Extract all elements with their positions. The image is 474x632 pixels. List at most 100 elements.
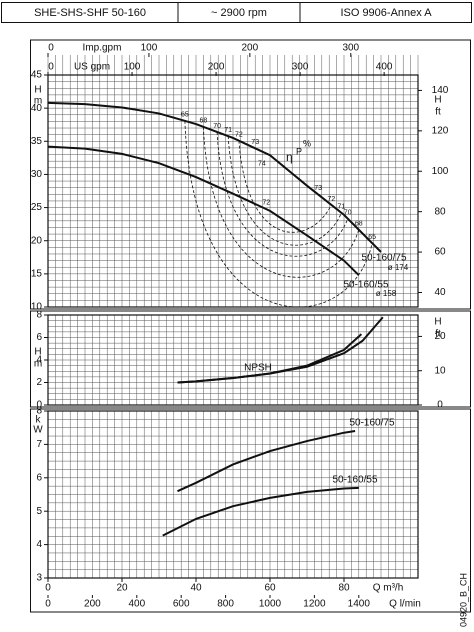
bottom-axis-label: Q l/min: [389, 599, 421, 610]
curve: [177, 333, 363, 384]
header-cell: ISO 9906-Annex A: [340, 7, 432, 19]
top-tick-label: 200: [208, 62, 225, 73]
efficiency-symbol: η: [286, 150, 293, 164]
bottom-tick-label: 200: [84, 599, 101, 610]
efficiency-label: 70: [213, 123, 221, 130]
diameter-label: ø 174: [388, 263, 409, 272]
y-tick-label: 20: [31, 235, 43, 246]
x-tick-label: 60: [264, 583, 276, 594]
y2-axis-unit: ft: [435, 107, 441, 118]
bottom-tick-label: 400: [128, 599, 145, 610]
header-box: [1, 2, 472, 23]
y-tick-label: 35: [31, 136, 43, 147]
y-tick-label: 6: [36, 472, 42, 483]
plot-frame: [47, 74, 419, 308]
top-tick-label: 200: [242, 43, 259, 54]
curve: [47, 101, 382, 253]
efficiency-label: 70: [344, 210, 352, 217]
efficiency-contour: [216, 131, 349, 257]
y-tick-label: 15: [31, 268, 43, 279]
y2-axis-label: H: [434, 95, 441, 106]
y-axis-unit: m: [34, 96, 42, 107]
y-tick-label: 4: [36, 539, 42, 550]
y-tick-label: 40: [31, 103, 43, 114]
top-tick-label: 300: [292, 62, 309, 73]
top-tick-label: 300: [342, 43, 359, 54]
bottom-tick-label: 800: [217, 599, 234, 610]
efficiency-contour: [184, 120, 373, 308]
bottom-tick-label: 1400: [348, 599, 371, 610]
y2-tick-label: 10: [434, 365, 446, 376]
top-tick-label: 0: [48, 43, 54, 54]
doc-code: 04920_B_CH: [458, 573, 468, 627]
y2-tick-label: 40: [434, 287, 446, 298]
y-tick-label: 3: [36, 573, 42, 584]
y-tick-label: 8: [36, 406, 42, 417]
efficiency-label: 74: [258, 161, 266, 168]
y2-axis-label: H: [434, 317, 441, 328]
header-cell: SHE-SHS-SHF 50-160: [34, 7, 146, 19]
x-tick-label: 40: [190, 583, 202, 594]
plot-frame: [47, 410, 419, 579]
y2-tick-label: 100: [432, 166, 449, 177]
y-tick-label: 4: [36, 355, 42, 366]
y-tick-label: 10: [31, 302, 43, 313]
y2-tick-label: 140: [432, 85, 449, 96]
bottom-tick-label: 600: [173, 599, 190, 610]
y2-tick-label: 120: [432, 125, 449, 136]
y-tick-label: 5: [36, 506, 42, 517]
x-axis-label: Q m³/h: [373, 583, 404, 594]
y-tick-label: 0: [36, 400, 42, 411]
efficiency-label: 71: [338, 204, 346, 211]
y-axis-unit: W: [33, 425, 43, 436]
efficiency-label: 65: [181, 112, 189, 119]
diameter-label: ø 158: [376, 289, 397, 298]
y2-tick-label: 0: [437, 400, 443, 411]
top-tick-label: 100: [141, 43, 158, 54]
panel-box: [30, 310, 471, 408]
efficiency-label: 73: [314, 185, 322, 192]
efficiency-unit: %: [303, 138, 311, 148]
efficiency-contour: [238, 140, 332, 233]
y-tick-label: 30: [31, 169, 43, 180]
header-cell: ~ 2900 rpm: [211, 7, 267, 19]
y-tick-label: 7: [36, 439, 42, 450]
y-tick-label: 45: [31, 70, 43, 81]
x-tick-label: 0: [45, 583, 51, 594]
y-axis-label: H: [34, 347, 41, 358]
top-tick-label: 100: [124, 62, 141, 73]
curve-label: 50-160/75: [361, 253, 406, 264]
curve: [47, 145, 360, 276]
curve-label: 50-160/75: [349, 418, 394, 429]
y-tick-label: 8: [36, 310, 42, 321]
y-axis-label: k: [36, 415, 42, 426]
top-tick-label: 0: [48, 62, 54, 73]
x-tick-label: 80: [338, 583, 350, 594]
bottom-tick-label: 1000: [259, 599, 282, 610]
efficiency-label: 65: [368, 234, 376, 241]
curve-label: 50-160/55: [332, 475, 377, 486]
curve-label: 50-160/55: [343, 280, 388, 291]
efficiency-sub: P: [296, 146, 302, 156]
y2-tick-label: 60: [434, 247, 446, 258]
panel-box: [30, 39, 471, 310]
top-tick-label: 400: [376, 62, 393, 73]
top-axis-label: Imp.gpm: [83, 43, 122, 54]
curve: [177, 316, 384, 384]
efficiency-label: 68: [200, 118, 208, 125]
efficiency-label: 72: [328, 196, 336, 203]
x-tick-label: 20: [116, 583, 128, 594]
bottom-tick-label: 1200: [303, 599, 326, 610]
y2-tick-label: 80: [434, 206, 446, 217]
panel-box: [30, 408, 471, 613]
y-axis-label: H: [34, 85, 41, 96]
y2-tick-label: 20: [434, 331, 446, 342]
efficiency-label: 68: [355, 220, 363, 227]
curve: [162, 486, 359, 537]
efficiency-label: 72: [235, 131, 243, 138]
top-axis-label: US gpm: [74, 62, 110, 73]
y2-axis-unit: ft: [435, 329, 441, 340]
bottom-tick-label: 0: [45, 599, 51, 610]
